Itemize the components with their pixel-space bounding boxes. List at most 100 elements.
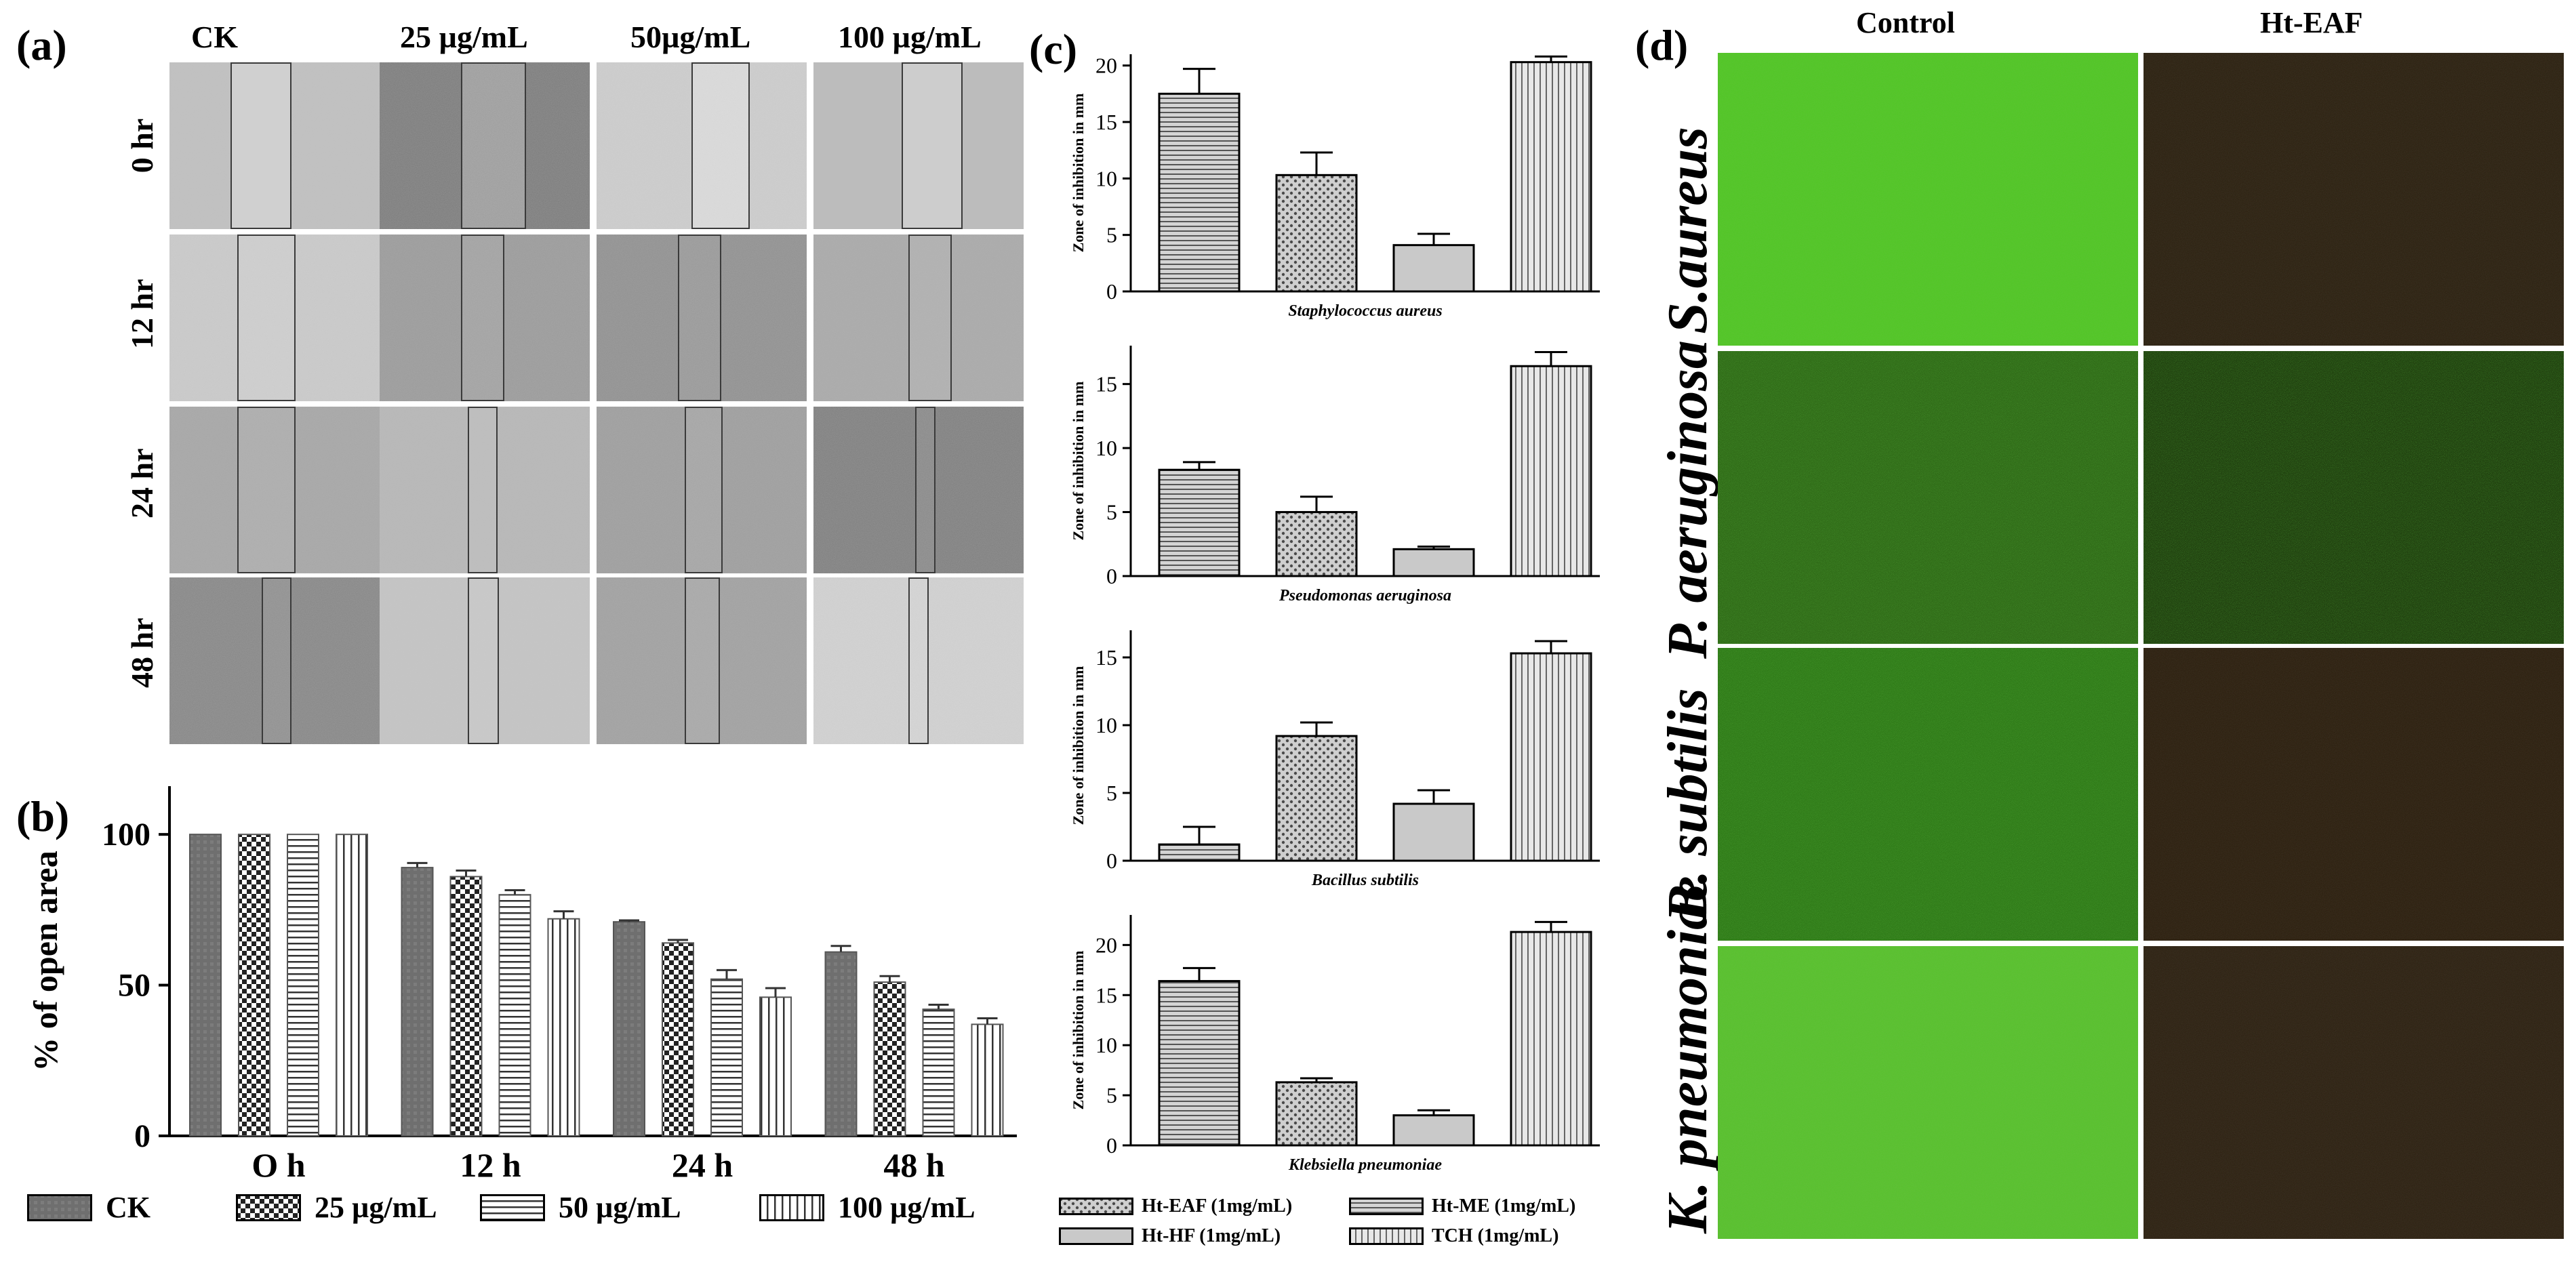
wound-scratch-region (262, 577, 291, 744)
wound-scratch-region (908, 234, 952, 401)
micrograph-cell (813, 577, 1024, 744)
chart-c-y-label: Zone of inhibition in mm (1070, 382, 1087, 541)
micrograph-cell (169, 62, 380, 229)
chart-c-legend-label: Ht-HF (1mg/mL) (1142, 1225, 1281, 1246)
wound-scratch-region (461, 62, 526, 229)
panel-d-col-ht-eaf: Ht-EAF (2260, 6, 2363, 39)
panel-a-row-12: 12 hr (125, 279, 159, 350)
micrograph-cell (380, 62, 590, 229)
panel-a-col-50: 50µg/mL (630, 20, 751, 54)
chart-c-y-tick-label: 10 (1095, 166, 1117, 190)
chart-c-bar (1392, 548, 1475, 577)
micrograph-cell (169, 234, 380, 401)
chart-b-bar (238, 834, 270, 1137)
micrograph-cell (380, 407, 590, 573)
micrograph-cell (597, 62, 807, 229)
chart-b-bar (971, 1023, 1004, 1137)
chart-b-bar (824, 951, 858, 1137)
chart-c-legend-swatch (1059, 1227, 1133, 1245)
chart-c-legend-label: Ht-EAF (1mg/mL) (1142, 1196, 1293, 1217)
chart-c-pseudomonas: 0 5 10 15 Zone of inhibition in mm Pseudomona… (1070, 346, 1600, 605)
chart-c-klebsiella: 0 5 10 15 20 Zone of inhibition in mm Klebsiel… (1070, 915, 1600, 1174)
chart-c-y-tick-label: 20 (1095, 933, 1117, 957)
wound-scratch-region (902, 62, 963, 229)
chart-c-bar (1275, 1081, 1358, 1147)
chart-c-y-tick-label: 5 (1106, 223, 1117, 247)
chart-b: 0 50 100 % of open area O h 12 h 24 h 48 h (26, 786, 1017, 1184)
chart-c-y-label: Zone of inhibition in mm (1070, 94, 1087, 253)
chart-c-y-tick-label: 15 (1095, 110, 1117, 134)
chart-b-x-tick-label: 24 h (672, 1146, 733, 1184)
chart-c-title: Bacillus subtilis (1311, 872, 1419, 889)
chart-c-legend-swatch (1349, 1198, 1424, 1215)
chart-c-title: Pseudomonas aeruginosa (1279, 587, 1451, 605)
chart-c-y-tick-label: 5 (1106, 1083, 1117, 1107)
chart-c-bar (1510, 61, 1592, 293)
fluorescence-micrograph (2144, 648, 2564, 941)
chart-b-legend-swatch (759, 1193, 824, 1221)
micrograph-cell (380, 577, 590, 744)
chart-c-title: Klebsiella pneumoniae (1288, 1156, 1442, 1174)
fluorescence-micrograph (1718, 53, 2138, 346)
chart-b-y-label: % of open area (26, 851, 64, 1071)
chart-b-legend-item: 100 µg/mL (759, 1190, 975, 1225)
species-label-s-aureus: S.aureus (1656, 127, 1719, 334)
chart-b-legend-label: CK (106, 1191, 150, 1224)
chart-b-bar (547, 918, 580, 1137)
wound-scratch-region (237, 407, 296, 573)
chart-c-bar (1275, 173, 1358, 293)
micrograph-cell (169, 577, 380, 744)
wound-scratch-region (908, 577, 929, 744)
chart-c-y-tick-label: 10 (1095, 713, 1117, 737)
chart-b-bar (613, 921, 645, 1137)
chart-c-y-tick-label: 15 (1095, 983, 1117, 1007)
chart-c-legend-label: TCH (1mg/mL) (1432, 1225, 1559, 1246)
chart-b-bar (873, 981, 906, 1137)
micrograph-cell (597, 577, 807, 744)
panel-c-letter: (c) (1029, 25, 1078, 73)
wound-scratch-region (691, 62, 750, 229)
chart-b-bar (401, 867, 434, 1137)
micrograph-cell (597, 407, 807, 573)
panel-a-col-ck: CK (191, 20, 238, 54)
chart-c-bar (1392, 244, 1475, 293)
chart-b-legend-swatch (27, 1193, 92, 1221)
species-label-k-pneumoniae: K. pneumoniae (1656, 876, 1719, 1233)
chart-c-bar (1158, 980, 1241, 1147)
chart-b-y-tick-label: 50 (118, 968, 150, 1004)
panel-a-letter: (a) (16, 21, 67, 69)
chart-c-legend-item: TCH (1mg/mL) (1349, 1225, 1558, 1247)
micrograph-cell (813, 234, 1024, 401)
chart-b-legend-item: 25 µg/mL (236, 1190, 437, 1225)
panel-d-letter: (d) (1635, 21, 1689, 69)
chart-c-y-tick-label: 5 (1106, 781, 1117, 805)
panel-d-col-control: Control (1856, 6, 1955, 39)
chart-b-legend-swatch (480, 1193, 545, 1221)
chart-b-legend-swatch (236, 1193, 301, 1221)
panel-b-letter: (b) (16, 792, 70, 840)
chart-c-legend-swatch (1349, 1227, 1424, 1245)
chart-c-y-label: Zone of inhibition in mm (1070, 666, 1087, 825)
chart-c-bar (1158, 92, 1241, 293)
chart-b-legend-label: 100 µg/mL (838, 1191, 975, 1224)
chart-c-y-tick-label: 0 (1106, 849, 1117, 873)
chart-c-y-tick-label: 0 (1106, 279, 1117, 304)
wound-scratch-region (468, 577, 499, 744)
panel-a-row-24: 24 hr (125, 448, 159, 519)
chart-c-bar (1158, 843, 1241, 862)
chart-b-bar (662, 942, 694, 1137)
micrograph-cell (380, 234, 590, 401)
chart-b-legend-item: CK (27, 1190, 150, 1225)
fluorescence-micrograph (2144, 946, 2564, 1239)
wound-scratch-region (685, 407, 723, 573)
chart-c-y-tick-label: 10 (1095, 1033, 1117, 1057)
wound-scratch-region (461, 234, 504, 401)
chart-b-bar (710, 978, 743, 1137)
chart-b-y-tick-label: 100 (102, 817, 150, 853)
chart-c-legend-label: Ht-ME (1mg/mL) (1432, 1196, 1576, 1217)
chart-b-bar (287, 834, 319, 1137)
chart-c-bar (1275, 735, 1358, 862)
chart-b-legend-item: 50 µg/mL (480, 1190, 681, 1225)
chart-c-bar (1158, 468, 1241, 577)
chart-c-title: Staphylococcus aureus (1288, 302, 1442, 320)
